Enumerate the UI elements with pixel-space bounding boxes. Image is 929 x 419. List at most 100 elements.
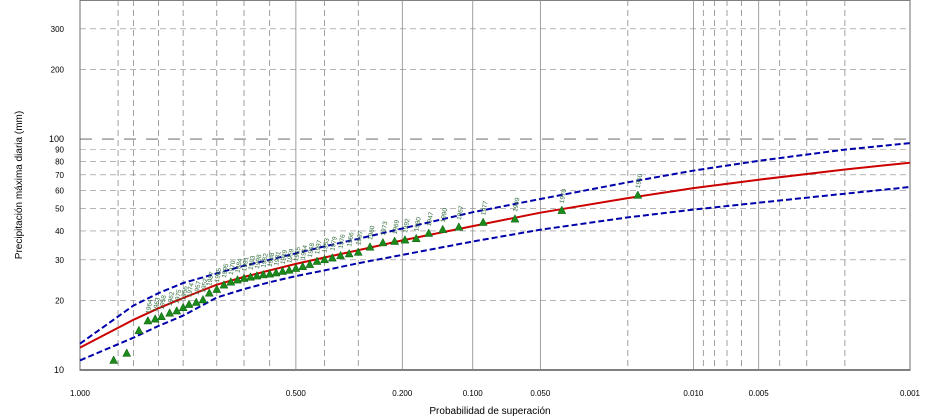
y-tick-label: 20 [55, 296, 64, 305]
point-year-label: 1990 [440, 207, 449, 223]
point-year-label: 1947 [426, 211, 435, 227]
point-year-label: 1995 [221, 263, 230, 279]
point-year-label: 1981 [273, 251, 282, 267]
observed-point [109, 355, 119, 364]
point-year-label: 1973 [380, 220, 389, 236]
plot-area [79, 0, 911, 371]
observed-point [312, 256, 322, 265]
point-year-label: 1949 [512, 197, 521, 213]
observed-point [378, 237, 388, 247]
x-tick-label: 0.100 [463, 389, 484, 398]
point-year-label: 1985 [214, 267, 223, 283]
point-year-label: 1966 [346, 231, 355, 247]
observed-point [284, 265, 294, 274]
observed-point [400, 235, 410, 244]
observed-point [336, 250, 345, 260]
point-year-label: 1958 [159, 294, 168, 310]
x-tick-label: 1.000 [70, 389, 91, 398]
x-tick-label: 0.001 [900, 389, 921, 398]
observed-point [122, 348, 132, 357]
observed-point [305, 259, 315, 268]
x-tick-labels: 1.000 0.500 0.200 0.100 0.050 0.010 0.005 0.001 [70, 389, 921, 398]
point-year-label: 1988 [267, 252, 276, 268]
y-tick-labels: 10 20 30 40 50 60 70 80 90 100 200 300 [49, 25, 65, 375]
x-tick-label: 0.050 [530, 389, 551, 398]
observed-point [150, 314, 160, 323]
point-year-label: 1959 [286, 248, 295, 264]
point-year-label: 1950 [635, 173, 644, 189]
observed-point [320, 254, 329, 264]
point-year-label: 1993 [248, 255, 257, 271]
y-tick-label: 40 [55, 227, 64, 236]
observed-point [239, 273, 249, 282]
observed-point [454, 222, 464, 231]
observed-point [424, 228, 434, 237]
y-tick-label: 50 [55, 205, 64, 214]
y-tick-label: 90 [55, 146, 64, 155]
observed-point [411, 233, 421, 243]
y-tick-label: 80 [55, 157, 64, 166]
observed-point [233, 275, 242, 284]
y-tick-label: 10 [54, 365, 64, 375]
point-year-label: 1980 [413, 216, 422, 232]
lower-confidence-curve [79, 186, 911, 362]
point-year-label: 1984 [235, 258, 244, 274]
point-year-label: 1992 [402, 218, 411, 234]
point-year-label: 1987 [206, 271, 215, 287]
upper-confidence-curve [79, 142, 911, 345]
observed-point [252, 271, 262, 280]
observed-point [365, 242, 375, 251]
point-year-label: 1967 [456, 205, 465, 221]
observed-point [478, 217, 488, 226]
observed-point [344, 248, 354, 258]
observed-point [198, 294, 208, 304]
point-year-label: 1989 [280, 249, 289, 265]
observed-point [172, 306, 182, 315]
point-year-label: 1969 [392, 219, 401, 235]
point-year-label: 1977 [480, 200, 489, 216]
point-year-label: 1964 [145, 299, 154, 315]
observed-point [226, 277, 236, 286]
point-year-label: 1991 [241, 256, 250, 272]
point-year-label: 1963 [152, 297, 161, 313]
x-axis-title: Probabilidad de superación [429, 406, 550, 417]
observed-point [353, 247, 363, 256]
point-year-label: 1979 [329, 236, 338, 252]
observed-point [165, 308, 175, 317]
y-tick-label: 200 [51, 66, 65, 75]
observed-point [212, 284, 222, 293]
observed-point [557, 205, 567, 214]
observed-point [219, 280, 229, 289]
point-year-label: 1975 [174, 289, 183, 305]
point-year-label: 1968 [307, 242, 316, 258]
point-year-label: 1954 [300, 244, 309, 260]
point-year-label: 1953 [322, 237, 331, 253]
observed-point [191, 297, 201, 306]
point-year-label: 1997 [355, 230, 364, 246]
y-tick-label: 300 [51, 25, 65, 34]
observed-point [271, 267, 281, 277]
point-year-label: 1957 [193, 280, 202, 296]
x-tick-label: 0.200 [392, 389, 413, 398]
x-tick-label: 0.500 [286, 389, 307, 398]
point-year-label: 1952 [200, 277, 209, 293]
y-tick-label: 60 [55, 186, 64, 195]
x-tick-label: 0.005 [749, 389, 770, 398]
point-year-label: 1956 [180, 285, 189, 301]
point-year-label: 1962 [167, 291, 176, 307]
y-tick-label: 30 [55, 256, 64, 265]
point-year-label: 1970 [228, 260, 237, 276]
point-year-label: 1997 [314, 239, 323, 255]
observed-point [633, 190, 643, 199]
point-year-label: 1998 [254, 254, 263, 270]
point-year-label: 1976 [338, 233, 347, 249]
observed-point [143, 315, 153, 325]
observed-point [246, 272, 255, 281]
observed-point [298, 261, 308, 270]
observed-point [291, 263, 301, 272]
observed-point [134, 325, 144, 334]
observed-point [278, 266, 288, 275]
point-year-label: 1960 [367, 225, 376, 241]
point-year-label: 1965 [293, 246, 302, 262]
